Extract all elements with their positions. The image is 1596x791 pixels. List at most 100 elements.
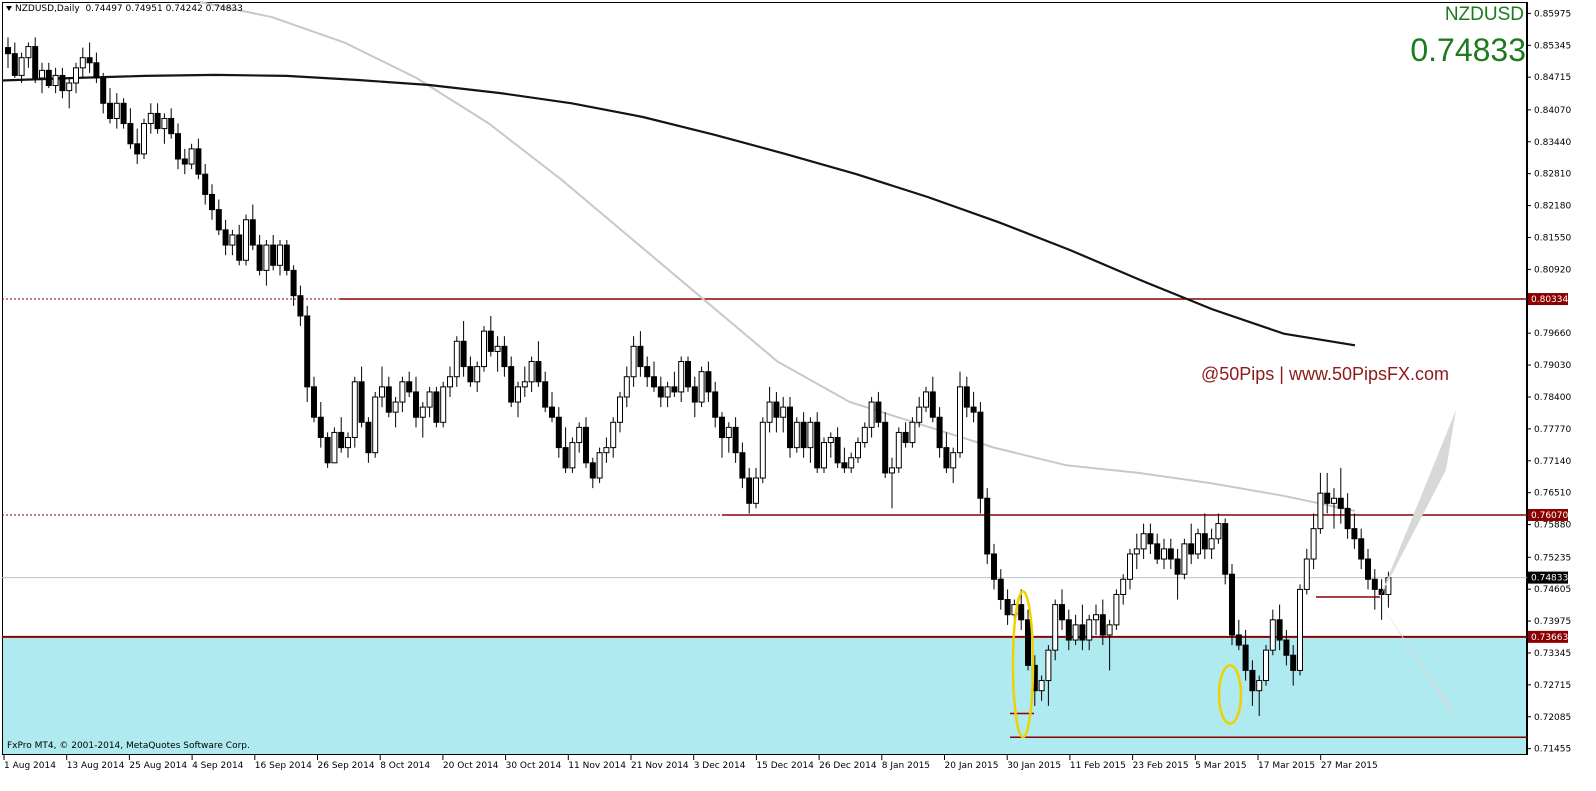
x-tick-label: 27 Mar 2015: [1321, 761, 1378, 771]
candle-up: [950, 447, 957, 484]
candle-up: [1072, 614, 1079, 646]
candle-body: [698, 371, 705, 403]
candle-body: [501, 345, 508, 368]
candle-body: [426, 391, 433, 408]
candle-down: [1065, 609, 1072, 651]
candle-body: [1093, 614, 1099, 621]
candle-body: [991, 553, 997, 580]
candle-down: [984, 488, 991, 565]
y-tick-label: 0.84715: [1534, 73, 1571, 83]
candle-down: [358, 366, 365, 428]
support-zone: [2, 636, 1527, 755]
candle-body: [249, 219, 256, 246]
candle-down: [338, 417, 345, 453]
candle-down: [1167, 538, 1174, 570]
level-tag: [1528, 508, 1568, 521]
x-tick-label: 17 Mar 2015: [1258, 761, 1315, 771]
ohlc-values: 0.74497 0.74951 0.74242 0.74833: [85, 4, 243, 14]
candle-body: [1147, 533, 1154, 545]
candle-body: [555, 416, 562, 449]
candle-body: [997, 578, 1004, 601]
candle-up: [515, 381, 521, 418]
candle-down: [542, 371, 549, 413]
candle-body: [882, 421, 889, 474]
candle-up: [793, 417, 800, 453]
candle-up: [426, 386, 433, 418]
candle-up: [1331, 488, 1337, 529]
candle-up: [379, 366, 385, 408]
candle-up: [1297, 584, 1303, 676]
candle-up: [725, 422, 732, 453]
candle-down: [168, 108, 175, 139]
candle-down: [501, 336, 508, 377]
y-tick-label: 0.80920: [1534, 265, 1571, 275]
candle-body: [1195, 533, 1201, 555]
candle-body: [970, 406, 977, 413]
candle-down: [1235, 619, 1242, 651]
candle-down: [134, 128, 141, 165]
candle-body: [1242, 644, 1249, 671]
candle-down: [290, 265, 297, 306]
candle-body: [800, 421, 807, 449]
candle-down: [1276, 604, 1283, 651]
candle-down: [1249, 660, 1256, 706]
candle-up: [66, 77, 73, 109]
candle-body: [583, 426, 589, 464]
candle-down: [651, 361, 657, 392]
candle-up: [528, 356, 535, 392]
x-tick-label: 4 Sep 2014: [192, 761, 244, 771]
candle-body: [732, 426, 739, 454]
candle-body: [644, 366, 651, 378]
candle-up: [1208, 528, 1215, 560]
candle-body: [175, 133, 181, 160]
candle-body: [154, 112, 161, 130]
candle-up: [759, 417, 766, 484]
x-tick-label: 30 Oct 2014: [506, 761, 562, 771]
candle-up: [821, 437, 827, 473]
candle-up: [419, 402, 426, 438]
candle-body: [617, 396, 623, 423]
candle-up: [698, 366, 705, 408]
y-tick-label: 0.72085: [1534, 713, 1571, 723]
candle-body: [719, 416, 725, 438]
candle-body: [827, 436, 834, 444]
candle-up: [440, 381, 447, 428]
highlight-ellipse: [1217, 664, 1243, 725]
candle-down: [209, 184, 215, 220]
candle-body: [195, 148, 202, 175]
candle-body: [766, 401, 773, 423]
candle-body: [419, 406, 426, 418]
candle-down: [1154, 533, 1161, 565]
candle-body: [936, 416, 943, 449]
candle-up: [453, 336, 460, 387]
y-tick-label: 0.71455: [1534, 745, 1571, 755]
candle-body: [358, 381, 365, 423]
candle-up: [39, 62, 45, 94]
candle-up: [277, 240, 283, 276]
candle-body: [821, 442, 827, 469]
candle-down: [5, 37, 11, 68]
candle-body: [902, 431, 909, 444]
candle-body: [215, 209, 222, 231]
candle-body: [515, 386, 521, 403]
candle-body: [549, 406, 555, 418]
candle-up: [923, 386, 929, 413]
candle-body: [753, 477, 759, 504]
candle-body: [147, 112, 154, 125]
candle-down: [181, 148, 188, 175]
candle-body: [392, 401, 399, 413]
candle-up: [1263, 645, 1269, 686]
candle-body: [66, 82, 73, 92]
x-tick-label: 21 Nov 2014: [631, 761, 689, 771]
candle-down: [1059, 589, 1065, 630]
candle-up: [569, 437, 576, 473]
current-price-tag: [1528, 571, 1568, 584]
candle-up: [868, 396, 875, 438]
candle-body: [209, 193, 215, 211]
candle-up: [807, 417, 814, 463]
candle-down: [460, 321, 467, 377]
candle-down: [882, 412, 889, 479]
candle-body: [569, 442, 576, 469]
